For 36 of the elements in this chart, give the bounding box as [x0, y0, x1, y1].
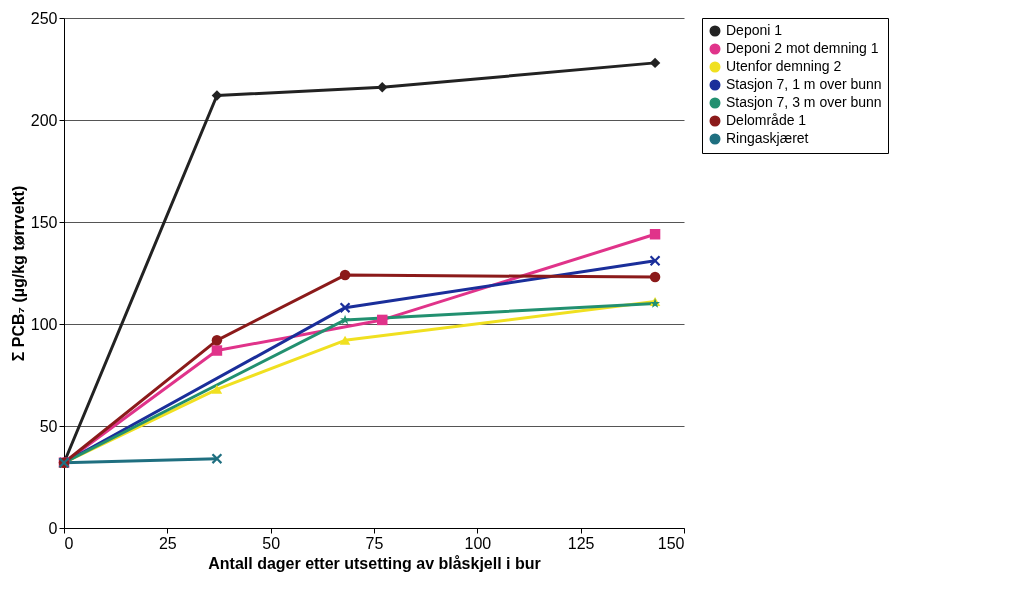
point [211, 384, 223, 394]
legend-label: Stasjon 7, 1 m over bunn [726, 76, 882, 92]
x-tick-label: 0 [64, 534, 74, 552]
point [211, 335, 223, 346]
point [211, 345, 223, 356]
x-tick-label: 100 [464, 534, 492, 552]
x-tick-label: 150 [657, 534, 685, 552]
x-axis-title: Antall dager etter utsetting av blåskjell i bur [208, 554, 541, 572]
x-tick-label: 25 [158, 534, 177, 552]
point [211, 90, 223, 101]
point [649, 271, 661, 283]
point [340, 314, 351, 325]
y-tick-label: 100 [30, 315, 58, 333]
legend-label: Stasjon 7, 3 m over bunn [726, 94, 882, 110]
legend-label: Delområde 1 [726, 112, 807, 128]
legend-label: Deponi 2 mot demning 1 [726, 40, 879, 56]
point [377, 314, 388, 326]
legend-label: Ringaskjæret [726, 130, 809, 146]
legend-label: Utenfor demning 2 [726, 58, 842, 74]
y-tick-label: 150 [30, 213, 58, 231]
y-tick-label: 0 [48, 519, 58, 537]
legend-label: Deponi 1 [726, 22, 783, 38]
point [339, 269, 351, 281]
point [649, 229, 661, 240]
point [211, 453, 223, 464]
y-axis-title: Σ PCB₇ (µg/kg tørrvekt) [9, 185, 27, 362]
x-tick-label: 125 [567, 534, 595, 552]
y-tick-label: 250 [30, 9, 58, 27]
y-tick-label: 50 [39, 417, 58, 435]
y-tick-label: 200 [30, 111, 58, 129]
point [339, 335, 351, 345]
point [339, 302, 351, 313]
x-tick-label: 50 [262, 534, 281, 552]
point [377, 82, 388, 93]
x-tick-label: 75 [365, 534, 384, 552]
point [649, 255, 661, 266]
